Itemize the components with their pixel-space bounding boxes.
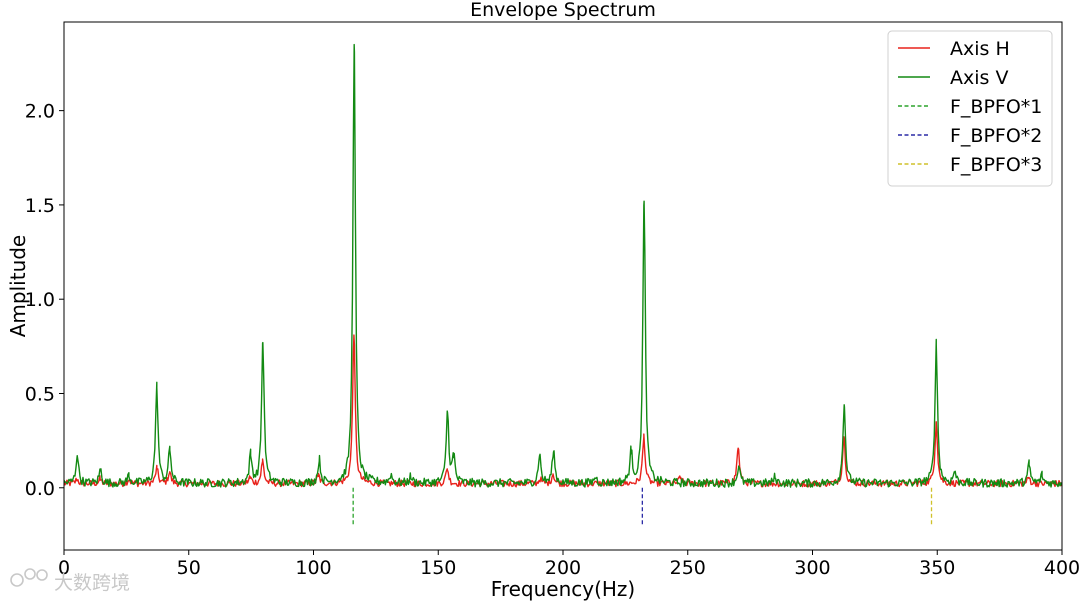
y-tick-label: 1.0 [25,289,55,311]
series-line-axis-v [64,43,1062,488]
x-tick-label: 150 [420,557,456,579]
plot-layer [64,43,1062,526]
x-tick-label: 200 [545,557,581,579]
legend-label: Axis V [950,67,1008,89]
y-tick-label: 0.0 [25,478,55,500]
legend-box [887,30,1053,187]
x-tick-label: 0 [58,557,70,579]
x-tick-label: 300 [794,557,830,579]
legend-label: F_BPFO*1 [950,96,1042,118]
chart-title: Envelope Spectrum [470,0,656,21]
x-tick-label: 250 [670,557,706,579]
watermark-text: 大数跨境 [54,572,130,594]
x-tick-label: 350 [919,557,955,579]
legend-label: Axis H [950,38,1010,60]
y-tick-label: 1.5 [25,195,55,217]
watermark: 大数跨境 [10,568,130,594]
y-axis: 0.0 0.5 1.0 1.5 2.0 [25,101,64,500]
series-line-axis-h [64,334,1062,488]
y-tick-label: 0.5 [25,383,55,405]
watermark-logo-icon [10,568,48,587]
x-tick-label: 400 [1044,557,1080,579]
x-axis-title: Frequency(Hz) [491,577,635,601]
legend-label: F_BPFO*2 [950,125,1042,147]
x-axis: 0 50 100 150 200 250 300 350 400 [58,550,1080,579]
y-tick-label: 2.0 [25,101,55,123]
legend-label: F_BPFO*3 [950,154,1042,176]
y-axis-title: Amplitude [6,235,30,338]
x-tick-label: 100 [295,557,331,579]
legend: Axis H Axis V F_BPFO*1 F_BPFO*2 F_BPFO*3 [887,30,1053,187]
x-tick-label: 50 [177,557,201,579]
